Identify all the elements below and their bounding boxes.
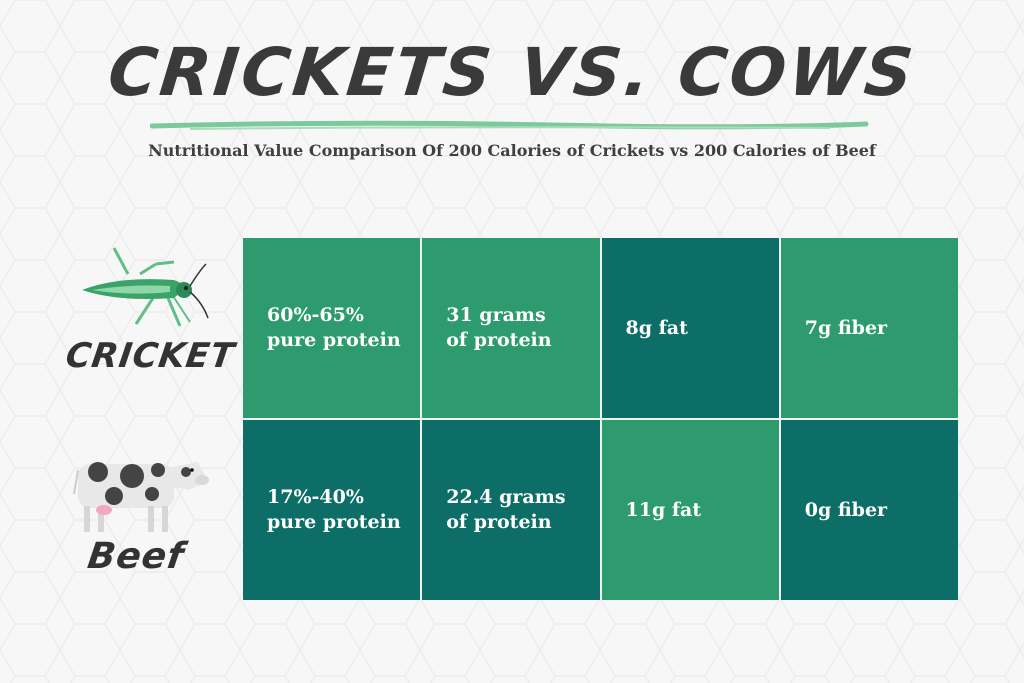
cricket-fiber-cell: 7g fiber xyxy=(780,238,958,418)
beef-protein-percent-cell: 17%-40% pure protein xyxy=(243,420,421,600)
beef-protein-grams-cell: 22.4 grams of protein xyxy=(422,420,600,600)
row-label-cricket: CRICKET xyxy=(63,336,238,376)
beef-fat-cell: 11g fat xyxy=(601,420,779,600)
cricket-protein-grams-cell: 31 grams of protein xyxy=(422,238,600,418)
cricket-icon xyxy=(82,247,209,327)
title-underline-brush xyxy=(150,120,869,130)
row-label-beef: Beef xyxy=(85,536,187,577)
cricket-fat-cell: 8g fat xyxy=(601,238,779,418)
comparison-table: 60%-65% pure protein 31 grams of protein… xyxy=(243,238,958,600)
page-title: CRICKETS VS. COWS xyxy=(104,34,920,111)
beef-fiber-cell: 0g fiber xyxy=(780,420,958,600)
page-subtitle: Nutritional Value Comparison Of 200 Calo… xyxy=(148,141,876,160)
cricket-protein-percent-cell: 60%-65% pure protein xyxy=(243,238,421,418)
cow-icon xyxy=(73,462,209,532)
